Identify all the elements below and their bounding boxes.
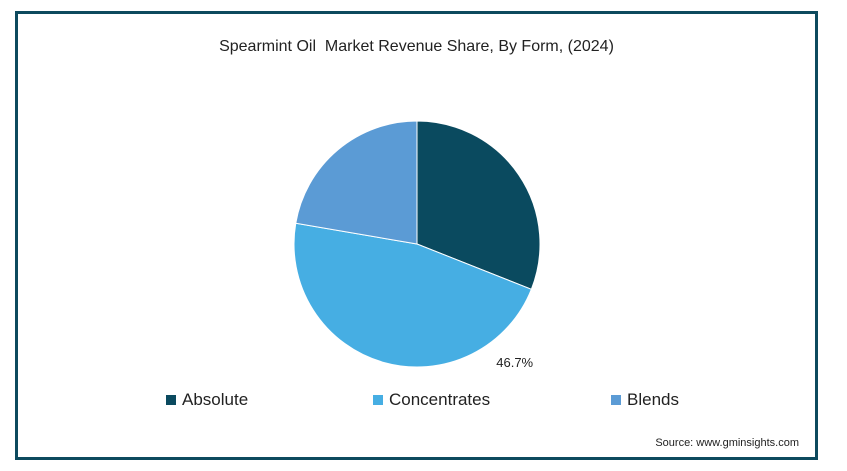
- legend-label-blends: Blends: [627, 390, 679, 409]
- legend-label-concentrates: Concentrates: [389, 390, 491, 409]
- source-note: Source: www.gminsights.com: [655, 437, 799, 449]
- legend-item-absolute: Absolute: [166, 390, 248, 410]
- pie-slice-absolute: [416, 120, 541, 290]
- legend-label-absolute: Absolute: [182, 390, 249, 409]
- pie-slice-blends: [295, 120, 418, 245]
- data-label-concentrates: 46.7%: [496, 355, 533, 370]
- chart-title: Spearmint Oil Market Revenue Share, By F…: [219, 38, 614, 55]
- legend-item-blends: Blends: [611, 390, 679, 410]
- legend-swatch-absolute: [166, 395, 176, 405]
- chart-frame: Spearmint Oil Market Revenue Share, By F…: [15, 11, 818, 460]
- legend-item-concentrates: Concentrates: [373, 390, 490, 410]
- legend-swatch-concentrates: [373, 395, 383, 405]
- pie-slice-concentrates: [293, 222, 533, 368]
- pie-chart: 46.7%: [293, 120, 541, 370]
- legend-swatch-blends: [611, 395, 621, 405]
- legend: Absolute Concentrates Blends: [18, 390, 815, 412]
